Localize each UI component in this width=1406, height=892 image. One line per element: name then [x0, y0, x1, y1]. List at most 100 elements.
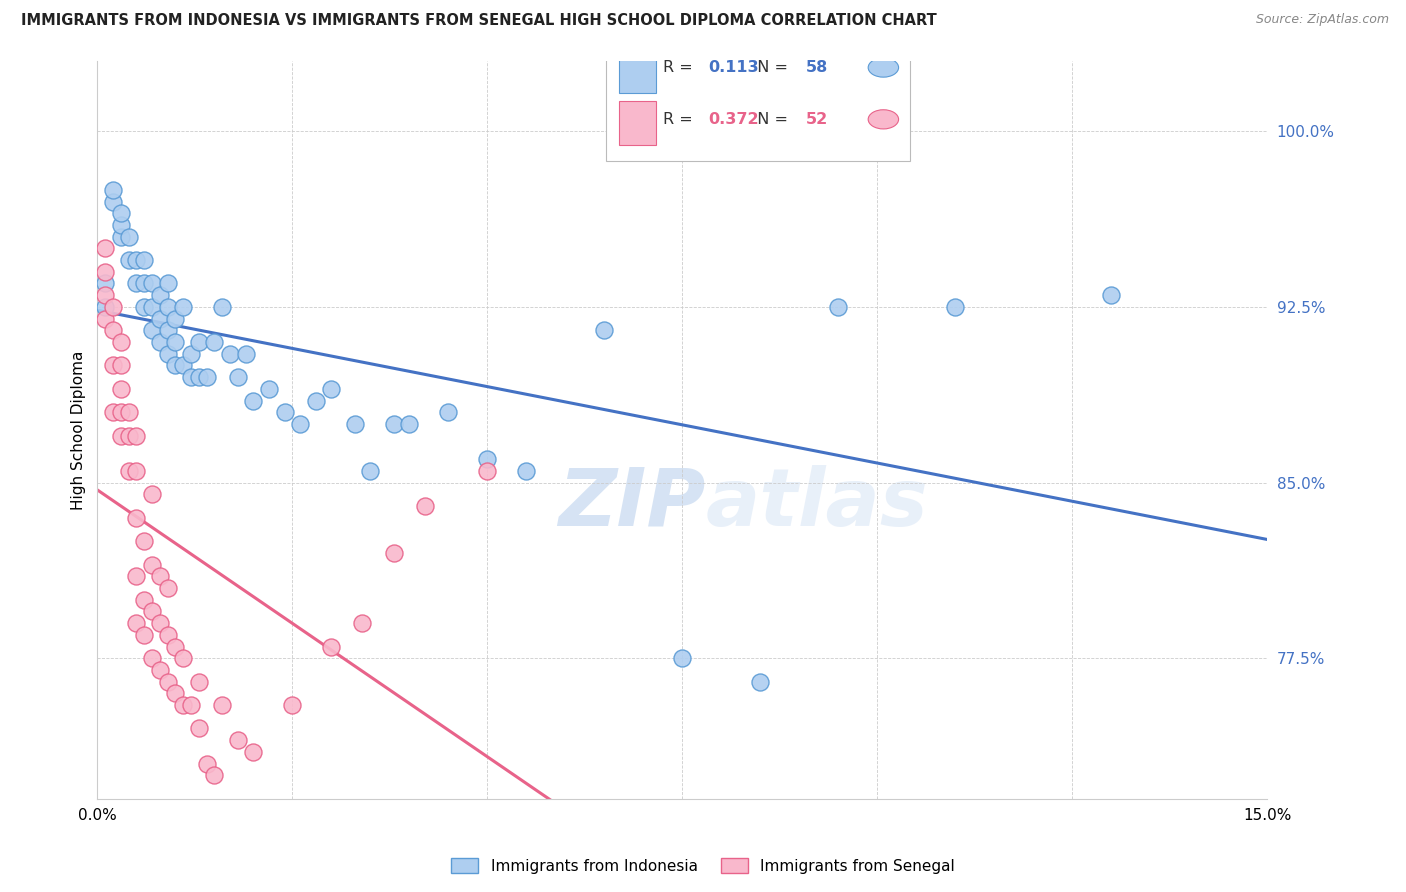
Point	[187, 334, 209, 349]
Point	[195, 370, 218, 384]
Point	[125, 569, 148, 583]
Point	[156, 323, 179, 337]
Point	[515, 464, 537, 478]
Text: ZIP: ZIP	[558, 465, 706, 542]
Point	[101, 359, 124, 373]
Point	[149, 288, 172, 302]
Point	[288, 417, 311, 431]
Point	[110, 206, 132, 220]
Point	[343, 417, 366, 431]
Point	[943, 300, 966, 314]
Text: IMMIGRANTS FROM INDONESIA VS IMMIGRANTS FROM SENEGAL HIGH SCHOOL DIPLOMA CORRELA: IMMIGRANTS FROM INDONESIA VS IMMIGRANTS …	[21, 13, 936, 29]
Point	[359, 464, 381, 478]
Point	[101, 300, 124, 314]
Point	[226, 370, 249, 384]
Point	[202, 768, 225, 782]
Point	[94, 277, 117, 291]
Point	[117, 253, 139, 268]
Point	[117, 229, 139, 244]
Point	[257, 382, 280, 396]
Point	[156, 347, 179, 361]
Point	[134, 300, 156, 314]
Point	[94, 241, 117, 255]
Point	[180, 347, 202, 361]
Point	[94, 300, 117, 314]
Point	[477, 464, 499, 478]
Point	[125, 277, 148, 291]
Point	[94, 288, 117, 302]
Point	[211, 698, 233, 712]
FancyBboxPatch shape	[606, 57, 910, 161]
Point	[172, 698, 194, 712]
Point	[156, 628, 179, 642]
Point	[134, 277, 156, 291]
Text: 0.113: 0.113	[709, 60, 759, 75]
FancyBboxPatch shape	[619, 102, 657, 145]
Point	[156, 581, 179, 595]
FancyBboxPatch shape	[619, 49, 657, 93]
Point	[101, 405, 124, 419]
Point	[165, 640, 187, 654]
Point	[477, 452, 499, 467]
Point	[141, 604, 163, 618]
Point	[110, 405, 132, 419]
Text: atlas: atlas	[706, 465, 928, 542]
Point	[94, 311, 117, 326]
Point	[101, 183, 124, 197]
Point	[110, 218, 132, 232]
Point	[125, 464, 148, 478]
Point	[219, 347, 242, 361]
Text: R =: R =	[664, 60, 699, 75]
Point	[134, 592, 156, 607]
Point	[110, 334, 132, 349]
Point	[94, 265, 117, 279]
Point	[110, 382, 132, 396]
Point	[165, 334, 187, 349]
Point	[382, 417, 405, 431]
Point	[437, 405, 460, 419]
Point	[149, 311, 172, 326]
Point	[187, 722, 209, 736]
Point	[671, 651, 693, 665]
Point	[141, 300, 163, 314]
Point	[321, 382, 343, 396]
Point	[187, 674, 209, 689]
Point	[101, 323, 124, 337]
Point	[125, 616, 148, 631]
Point	[141, 651, 163, 665]
Point	[195, 756, 218, 771]
Point	[125, 428, 148, 442]
Point	[172, 300, 194, 314]
Text: N =: N =	[747, 60, 793, 75]
Point	[117, 428, 139, 442]
Point	[117, 405, 139, 419]
Circle shape	[868, 58, 898, 77]
Point	[211, 300, 233, 314]
Point	[110, 428, 132, 442]
Point	[749, 674, 772, 689]
Point	[141, 323, 163, 337]
Text: 52: 52	[806, 112, 828, 127]
Point	[101, 194, 124, 209]
Point	[125, 510, 148, 524]
Point	[134, 628, 156, 642]
Point	[281, 698, 304, 712]
Text: Source: ZipAtlas.com: Source: ZipAtlas.com	[1256, 13, 1389, 27]
Point	[141, 487, 163, 501]
Circle shape	[868, 110, 898, 129]
Point	[242, 745, 264, 759]
Point	[134, 253, 156, 268]
Point	[125, 253, 148, 268]
Point	[352, 616, 374, 631]
Point	[187, 370, 209, 384]
Text: 58: 58	[806, 60, 828, 75]
Point	[156, 674, 179, 689]
Point	[180, 370, 202, 384]
Point	[141, 277, 163, 291]
Point	[172, 359, 194, 373]
Point	[165, 686, 187, 700]
Text: N =: N =	[747, 112, 793, 127]
Text: R =: R =	[664, 112, 699, 127]
Point	[235, 347, 257, 361]
Point	[165, 311, 187, 326]
